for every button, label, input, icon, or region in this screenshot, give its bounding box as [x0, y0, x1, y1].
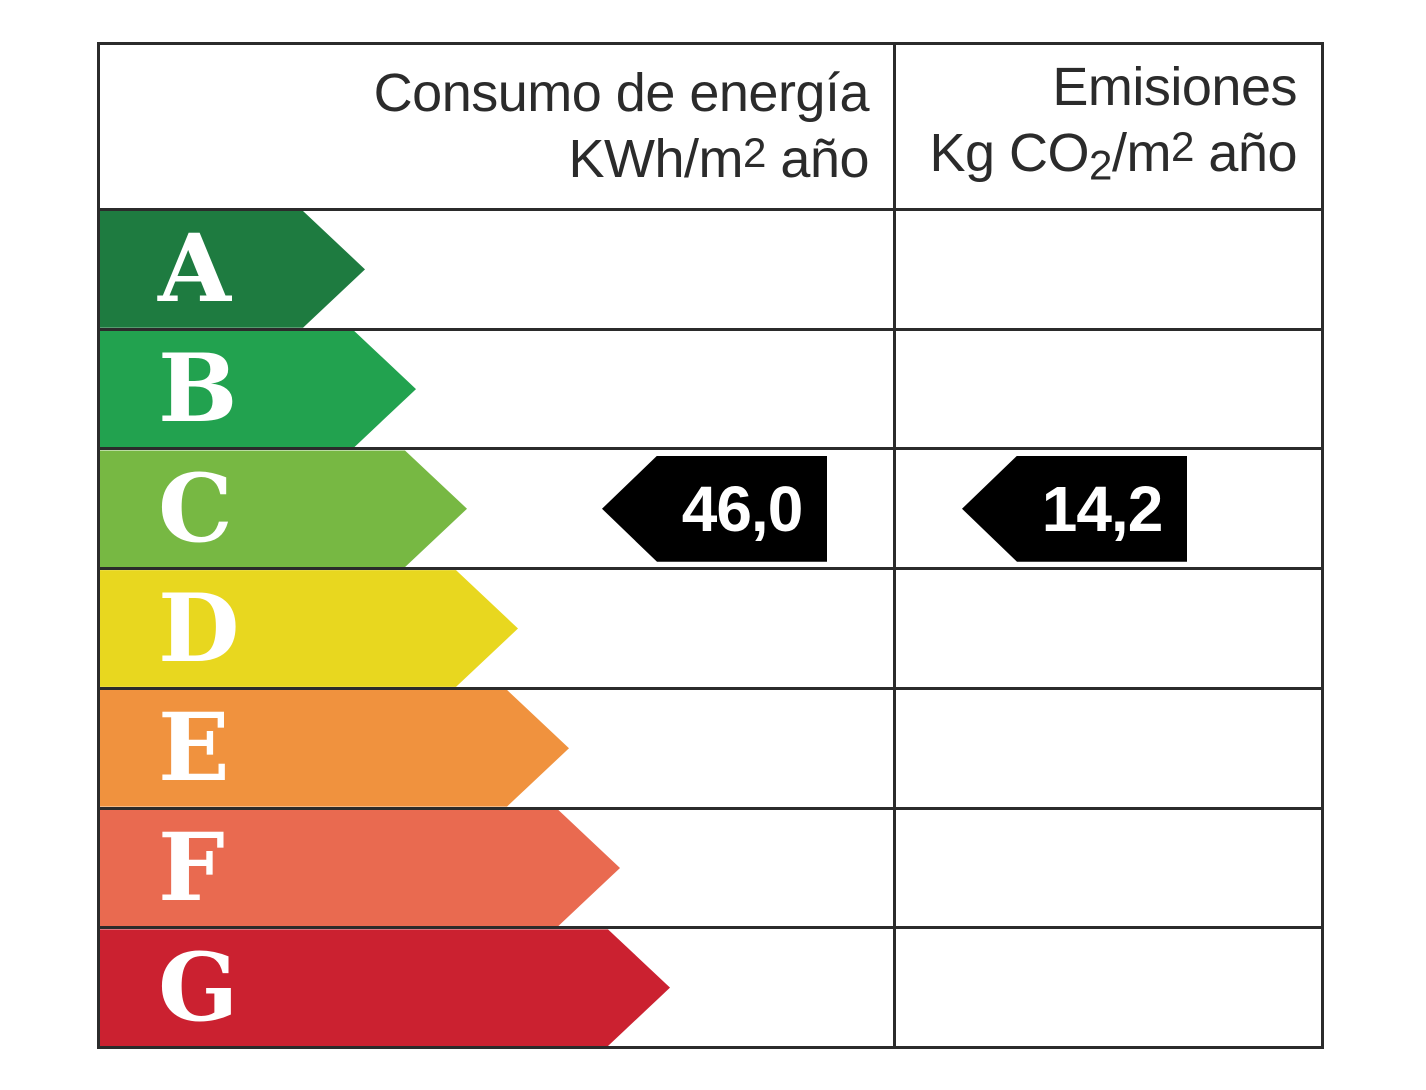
energy-rating-table: Consumo de energía KWh/m2 año Emisiones … [97, 42, 1324, 1049]
rating-band-arrow-a: A [100, 211, 365, 328]
header-emissions: Emisiones Kg CO2/m2 año [893, 45, 1321, 208]
header-emissions-unit: Kg CO2/m2 año [893, 117, 1297, 195]
header-emissions-unit-sub: 2 [1089, 141, 1112, 189]
rating-band-arrow-d: D [100, 570, 518, 687]
rating-letter-c: C [158, 453, 233, 564]
rating-letter-f: F [158, 812, 225, 923]
rating-band-arrow-c: C [100, 450, 467, 567]
column-divider [893, 45, 896, 1046]
header-emissions-unit-rest: año [1193, 123, 1297, 184]
consumption-value: 46,0 [681, 472, 804, 545]
emissions-value-arrow-icon: 14,2 [962, 455, 1187, 562]
header-energy-title-text: Consumo de energía [373, 62, 870, 123]
rating-band-arrow-g: G [100, 929, 670, 1046]
rating-letter-g: G [158, 932, 239, 1043]
rating-row-b: B [100, 331, 1321, 451]
rating-row-c: C 46,0 14,2 [100, 450, 1321, 571]
header-emissions-title: Emisiones [893, 58, 1297, 117]
header-energy-unit-sup: 2 [742, 128, 766, 176]
rating-row-g: G [100, 929, 1321, 1046]
rating-letter-a: A [158, 214, 231, 325]
header-energy-consumption: Consumo de energía KWh/m2 año [100, 45, 893, 208]
header-energy-unit-base: KWh/m [568, 129, 743, 190]
rating-letter-b: B [158, 334, 238, 445]
header-emissions-unit-mid: /m [1111, 123, 1172, 184]
emissions-value: 14,2 [1041, 472, 1164, 545]
table-header: Consumo de energía KWh/m2 año Emisiones … [100, 45, 1321, 211]
rating-band-arrow-b: B [100, 331, 416, 448]
rating-row-e: E [100, 690, 1321, 810]
header-emissions-unit-sup: 2 [1170, 123, 1194, 171]
consumption-value-arrow-icon: 46,0 [602, 455, 827, 562]
rating-band-arrow-f: F [100, 810, 620, 927]
rating-row-f: F [100, 810, 1321, 930]
header-emissions-unit-base: Kg CO [929, 123, 1090, 184]
rating-letter-d: D [158, 573, 240, 684]
rating-row-d: D [100, 570, 1321, 690]
rating-letter-e: E [158, 693, 230, 804]
header-energy-title: Consumo de energía [100, 62, 870, 123]
header-emissions-title-text: Emisiones [1052, 57, 1297, 118]
header-energy-unit: KWh/m2 año [100, 123, 869, 189]
rating-band-arrow-e: E [100, 690, 569, 807]
rating-rows: A B C 46,0 14,2 D [100, 211, 1321, 1046]
rating-row-a: A [100, 211, 1321, 331]
header-energy-unit-rest: año [765, 129, 869, 190]
